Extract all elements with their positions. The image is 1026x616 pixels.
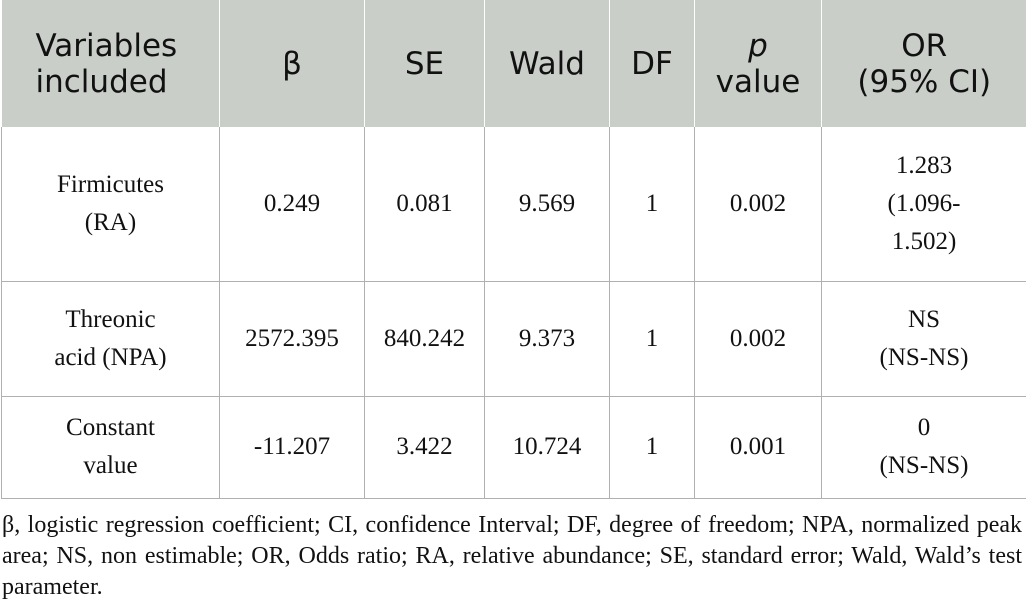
header-line: Wald xyxy=(509,45,585,82)
cell-or-ci: NS (NS-NS) xyxy=(821,281,1026,397)
header-line: DF xyxy=(631,45,673,82)
cell-variable: Constant value xyxy=(1,396,220,499)
table-row: Threonic acid (NPA) 2572.395 840.242 9.3… xyxy=(1,281,1026,397)
header-se: SE xyxy=(364,0,485,127)
cell-p-value: 0.001 xyxy=(694,396,822,499)
cell-p-value: 0.002 xyxy=(694,127,822,282)
cell-line: (RA) xyxy=(84,208,137,236)
cell-se: 840.242 xyxy=(364,281,485,397)
table-row: Constant value -11.207 3.422 10.724 1 0.… xyxy=(1,396,1026,499)
cell-wald: 10.724 xyxy=(484,396,610,499)
cell-se: 0.081 xyxy=(364,127,485,282)
header-variables-included: Variables included xyxy=(1,0,220,127)
cell-beta: -11.207 xyxy=(219,396,365,499)
header-beta: β xyxy=(219,0,365,127)
cell-or-ci: 1.283 (1.096- 1.502) xyxy=(821,127,1026,282)
regression-table: Variables included β SE Wald DF xyxy=(1,0,1026,499)
cell-line: (NS-NS) xyxy=(879,343,969,371)
cell-line: Firmicutes xyxy=(57,170,164,198)
cell-line: value xyxy=(83,452,138,479)
cell-line: (NS-NS) xyxy=(879,452,969,479)
cell-variable: Firmicutes (RA) xyxy=(1,127,220,282)
regression-table-container: Variables included β SE Wald DF xyxy=(1,0,1026,499)
cell-beta: 2572.395 xyxy=(219,281,365,397)
header-or-ci: OR (95% CI) xyxy=(821,0,1026,127)
header-line: included xyxy=(35,63,168,100)
cell-wald: 9.569 xyxy=(484,127,610,282)
cell-df: 1 xyxy=(609,281,695,397)
cell-df: 1 xyxy=(609,127,695,282)
cell-wald: 9.373 xyxy=(484,281,610,397)
header-line: OR xyxy=(901,27,948,64)
cell-line: 1.502) xyxy=(891,227,957,255)
header-line: p xyxy=(748,27,768,64)
cell-or-ci: 0 (NS-NS) xyxy=(821,396,1026,499)
header-p-value: p value xyxy=(694,0,822,127)
cell-beta: 0.249 xyxy=(219,127,365,282)
cell-line: acid (NPA) xyxy=(54,343,167,371)
cell-p-value: 0.002 xyxy=(694,281,822,397)
cell-line: 1.283 xyxy=(895,151,953,179)
header-line: Variables xyxy=(35,27,178,64)
header-df: DF xyxy=(609,0,695,127)
cell-line: (1.096- xyxy=(887,189,961,217)
header-row: Variables included β SE Wald DF xyxy=(1,0,1026,127)
cell-line: NS xyxy=(908,305,940,333)
header-line: SE xyxy=(404,45,445,82)
table-row: Firmicutes (RA) 0.249 0.081 9.569 1 0.00… xyxy=(1,127,1026,282)
cell-line: 0 xyxy=(917,414,931,441)
header-wald: Wald xyxy=(484,0,610,127)
header-line: (95% CI) xyxy=(857,63,992,100)
cell-line: Threonic xyxy=(65,305,156,333)
table-footnote: β, logistic regression coefficient; CI, … xyxy=(2,512,1022,600)
cell-line: Constant xyxy=(66,414,155,441)
header-line: value xyxy=(715,63,801,100)
cell-df: 1 xyxy=(609,396,695,499)
cell-variable: Threonic acid (NPA) xyxy=(1,281,220,397)
cell-se: 3.422 xyxy=(364,396,485,499)
header-line: β xyxy=(282,45,302,82)
